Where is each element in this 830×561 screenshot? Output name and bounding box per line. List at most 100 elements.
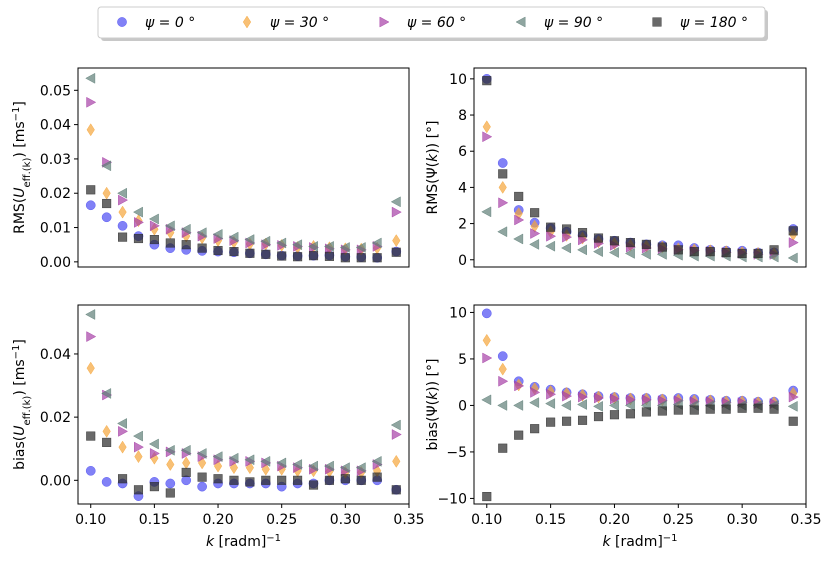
point-psi180 bbox=[181, 240, 191, 250]
point-psi60 bbox=[578, 234, 589, 246]
point-psi60 bbox=[118, 425, 129, 437]
xtick-label-bias_psi: 0.15 bbox=[535, 512, 566, 528]
point-psi90 bbox=[307, 240, 318, 252]
legend-label-psi180: ψ = 180 ° bbox=[680, 15, 748, 31]
xtick-label-bias_u: 0.35 bbox=[393, 512, 424, 528]
point-psi60 bbox=[562, 231, 573, 243]
xlabel-bias_psi: k [radm]−1 bbox=[602, 533, 677, 551]
point-psi180 bbox=[673, 245, 683, 255]
point-psi180 bbox=[340, 474, 350, 484]
point-psi180 bbox=[657, 406, 667, 416]
point-psi180 bbox=[721, 404, 731, 414]
ytick-label-rms_psi: 0 bbox=[458, 253, 467, 269]
point-psi90 bbox=[529, 238, 540, 250]
point-psi0 bbox=[85, 465, 96, 476]
point-psi30 bbox=[182, 456, 191, 470]
point-psi90 bbox=[577, 399, 587, 410]
point-psi60 bbox=[546, 388, 557, 400]
ylabel-bias_u: bias(Ueff.(k)) [ms−1] bbox=[11, 339, 33, 470]
point-psi180 bbox=[657, 242, 667, 252]
point-psi180 bbox=[673, 405, 683, 415]
series-psi90-rms_u bbox=[85, 72, 401, 253]
point-psi30 bbox=[102, 424, 111, 438]
point-psi180 bbox=[86, 185, 96, 195]
point-psi180 bbox=[277, 475, 287, 485]
point-psi90 bbox=[244, 454, 255, 466]
point-psi90 bbox=[513, 233, 524, 245]
ytick-label-rms_u: 0.04 bbox=[40, 118, 71, 134]
point-psi90 bbox=[624, 248, 635, 259]
ytick-label-rms_psi: 4 bbox=[458, 180, 467, 196]
xtick-label-bias_psi: 0.30 bbox=[727, 512, 758, 528]
point-psi180 bbox=[245, 477, 255, 487]
point-psi180 bbox=[721, 247, 731, 258]
point-psi60 bbox=[86, 331, 97, 343]
point-psi180 bbox=[546, 222, 556, 232]
point-psi180 bbox=[229, 475, 239, 485]
point-psi180 bbox=[593, 412, 604, 422]
series-psi180-rms_u bbox=[86, 185, 401, 263]
point-psi90 bbox=[276, 237, 287, 249]
point-psi90 bbox=[577, 244, 587, 256]
xtick-label-bias_u: 0.25 bbox=[266, 512, 297, 528]
point-psi180 bbox=[530, 424, 540, 434]
point-psi90 bbox=[276, 457, 287, 469]
point-psi30 bbox=[392, 234, 401, 248]
point-psi0 bbox=[85, 200, 96, 211]
point-psi180 bbox=[293, 475, 303, 485]
point-psi90 bbox=[592, 246, 603, 258]
point-psi30 bbox=[86, 123, 95, 137]
point-psi60 bbox=[134, 216, 144, 228]
point-psi60 bbox=[562, 390, 573, 402]
point-psi0 bbox=[101, 212, 112, 223]
point-psi60 bbox=[134, 441, 144, 453]
point-psi180 bbox=[340, 253, 350, 263]
point-psi180 bbox=[261, 475, 271, 485]
axes-frame-rms_psi bbox=[473, 67, 807, 268]
ytick-label-bias_psi: 10 bbox=[449, 305, 467, 321]
point-psi90 bbox=[355, 242, 366, 253]
series-psi0-bias_psi bbox=[481, 308, 799, 407]
point-psi60 bbox=[610, 393, 620, 405]
point-psi0 bbox=[497, 351, 508, 361]
point-psi180 bbox=[213, 474, 223, 484]
legend-entry-psi90: ψ = 90 ° bbox=[515, 15, 603, 31]
ytick-label-bias_psi: −5 bbox=[446, 445, 467, 461]
point-psi90 bbox=[101, 388, 112, 399]
series-psi180-rms_psi bbox=[482, 76, 798, 258]
point-psi180 bbox=[149, 482, 159, 492]
legend: ψ = 0 ° ψ = 30 ° ψ = 60 ° ψ = 90 ° ψ = 180 ° bbox=[97, 6, 768, 41]
ytick-label-rms_psi: 10 bbox=[449, 72, 467, 88]
point-psi90 bbox=[101, 160, 112, 172]
point-psi30 bbox=[498, 362, 507, 376]
legend-entry-psi180: ψ = 180 ° bbox=[652, 15, 748, 31]
point-psi180 bbox=[118, 474, 128, 484]
point-psi90 bbox=[117, 418, 128, 429]
point-psi90 bbox=[561, 400, 572, 411]
point-psi180 bbox=[229, 247, 239, 257]
ytick-label-rms_u: 0.01 bbox=[40, 221, 71, 237]
point-psi60 bbox=[391, 206, 402, 218]
ytick-label-rms_u: 0.00 bbox=[40, 255, 71, 271]
point-psi60 bbox=[788, 391, 799, 403]
point-psi60 bbox=[86, 96, 97, 108]
point-psi180 bbox=[372, 472, 382, 482]
point-psi180 bbox=[482, 76, 492, 86]
series-psi180-bias_u bbox=[86, 431, 401, 498]
point-psi180 bbox=[372, 253, 382, 263]
point-psi180 bbox=[514, 430, 524, 440]
point-psi180 bbox=[737, 403, 747, 413]
point-psi90 bbox=[656, 248, 667, 260]
legend-marker-psi90 bbox=[515, 16, 526, 28]
point-psi90 bbox=[529, 397, 540, 409]
point-psi180 bbox=[705, 247, 715, 257]
point-psi90 bbox=[323, 460, 334, 472]
point-psi180 bbox=[197, 472, 207, 482]
point-psi180 bbox=[788, 416, 798, 426]
ytick-label-rms_u: 0.05 bbox=[40, 83, 71, 99]
ytick-label-bias_u: 0.04 bbox=[40, 347, 71, 363]
point-psi180 bbox=[769, 245, 779, 255]
point-psi90 bbox=[624, 400, 635, 411]
point-psi60 bbox=[530, 386, 541, 398]
point-psi60 bbox=[482, 352, 493, 364]
